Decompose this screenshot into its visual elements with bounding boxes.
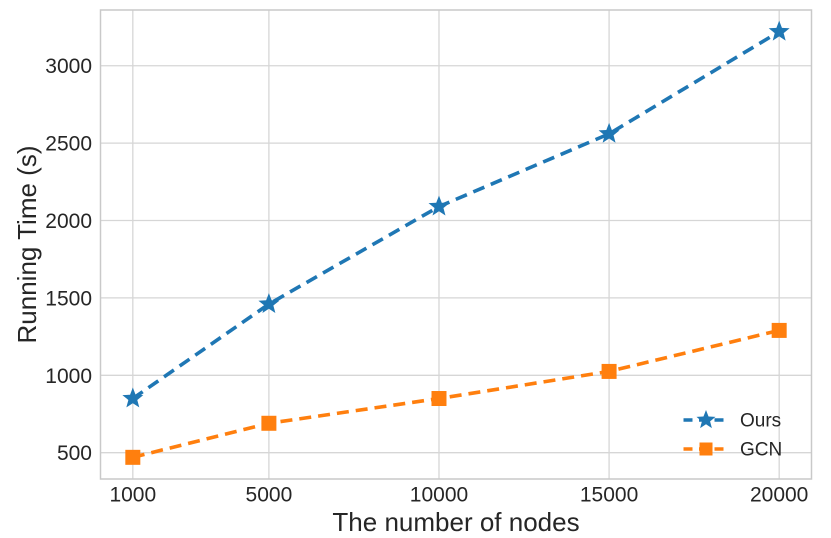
y-tick-label-1000: 1000 [45,365,92,388]
x-tick-label-20000: 20000 [750,484,808,507]
y-tick-label-2000: 2000 [45,210,92,233]
series-line-gcn [132,328,780,460]
y-tick-label-2500: 2500 [45,133,92,156]
x-tick-label-5000: 5000 [246,484,293,507]
series-line-ours [131,30,781,400]
plot-frame [99,9,813,480]
legend-item-ours: Ours [683,410,781,432]
legend-label-ours: Ours [740,411,781,432]
marker-gcn-15000 [601,363,617,379]
marker-gcn-10000 [431,391,447,407]
y-tick-label-3000: 3000 [45,55,92,78]
marker-gcn-20000 [771,322,787,338]
y-tick-labels: 500 1000 1500 2000 2500 3000 [45,55,92,465]
x-tick-labels: 1000 5000 10000 15000 20000 [109,484,808,507]
marker-ours-20000 [768,20,790,41]
x-tick-label-10000: 10000 [410,484,468,507]
y-tick-label-1500: 1500 [45,287,92,310]
marker-ours-10000 [428,195,450,216]
series-lines-and-markers [122,20,790,465]
x-tick-label-15000: 15000 [580,484,638,507]
legend: Ours GCN [683,410,782,461]
marker-gcn-1000 [125,449,141,465]
marker-ours-15000 [598,122,620,143]
y-axis-label: Running Time (s) [12,146,42,344]
legend-label-gcn: GCN [740,440,782,461]
y-tick-label-500: 500 [57,442,92,465]
marker-gcn-5000 [261,415,277,431]
legend-item-gcn: GCN [683,440,782,461]
x-tick-label-1000: 1000 [109,484,156,507]
marker-ours-5000 [258,293,280,313]
legend-star-marker-icon [696,410,716,429]
marker-ours-1000 [122,387,144,408]
x-axis-label: The number of nodes [332,507,579,537]
gridlines [100,10,812,479]
legend-square-marker-icon [699,442,713,456]
